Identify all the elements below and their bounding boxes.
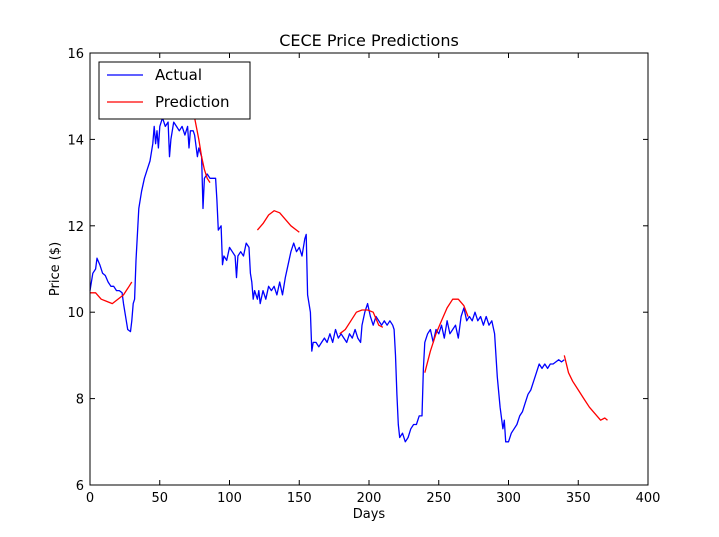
x-tick-label-350: 350	[566, 491, 591, 506]
ticks-layer: 0 50 100 150 200 250 300 350 400 6 8 10 12 14 16	[67, 47, 660, 506]
y-tick-label-8: 8	[76, 393, 84, 408]
legend: Actual Prediction	[98, 61, 251, 120]
y-tick-label-12: 12	[67, 220, 84, 235]
series-line-prediction-segment-4	[339, 309, 384, 335]
y-tick-label-14: 14	[67, 133, 84, 148]
x-tick-label-50: 50	[151, 491, 168, 506]
x-tick-label-250: 250	[426, 491, 451, 506]
x-tick-label-300: 300	[496, 491, 521, 506]
x-tick-label-100: 100	[217, 491, 242, 506]
series-line-prediction-segment-1	[90, 281, 133, 305]
x-tick-label-0: 0	[86, 491, 94, 506]
chart-title: CECE Price Predictions	[279, 31, 459, 50]
series-line-actual	[89, 117, 565, 443]
y-axis-label: Price ($)	[48, 242, 63, 296]
series-line-prediction-segment-2	[193, 117, 211, 183]
series-line-prediction-segment-6	[563, 355, 608, 421]
series-line-prediction-segment-3	[256, 210, 300, 233]
x-tick-label-200: 200	[357, 491, 382, 506]
x-tick-label-400: 400	[636, 491, 661, 506]
y-tick-label-6: 6	[76, 479, 84, 494]
legend-box	[98, 61, 251, 120]
series-layer	[89, 117, 608, 443]
y-tick-label-10: 10	[67, 306, 84, 321]
x-axis-label: Days	[353, 507, 386, 522]
series-line-prediction-segment-5	[424, 298, 469, 373]
y-tick-label-16: 16	[67, 47, 84, 62]
legend-label-prediction: Prediction	[155, 93, 230, 111]
x-tick-label-150: 150	[287, 491, 312, 506]
legend-label-actual: Actual	[155, 66, 202, 84]
